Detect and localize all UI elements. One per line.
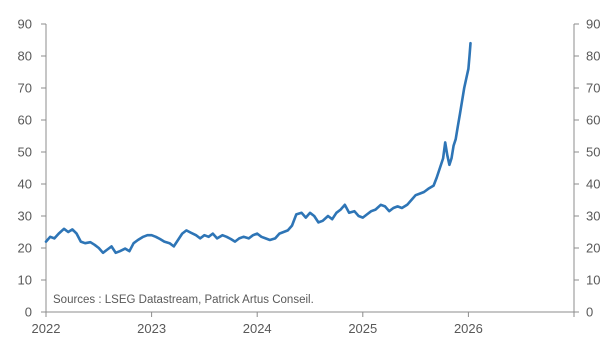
left-y-tick-label: 70 (18, 81, 32, 96)
right-y-tick-label: 20 (586, 241, 600, 256)
right-y-tick-label: 90 (586, 17, 600, 32)
x-tick-label: 2025 (348, 321, 377, 336)
series-line (44, 41, 472, 255)
left-y-tick-label: 20 (18, 241, 32, 256)
right-y-tick-label: 30 (586, 209, 600, 224)
left-y-tick-label: 0 (25, 305, 32, 320)
x-axis-ticks: 2022 2023 2024 2025 2026 (32, 312, 575, 336)
x-tick-label: 2024 (243, 321, 272, 336)
left-y-tick-label: 10 (18, 273, 32, 288)
left-y-tick-label: 50 (18, 145, 32, 160)
left-y-tick-label: 30 (18, 209, 32, 224)
left-y-tick-label: 90 (18, 17, 32, 32)
x-tick-label: 2022 (32, 321, 61, 336)
left-y-tick-label: 40 (18, 177, 32, 192)
left-y-tick-label: 80 (18, 49, 32, 64)
right-y-tick-label: 60 (586, 113, 600, 128)
right-y-tick-label: 80 (586, 49, 600, 64)
x-tick-label: 2023 (137, 321, 166, 336)
right-y-tick-label: 10 (586, 273, 600, 288)
right-y-tick-label: 40 (586, 177, 600, 192)
right-y-tick-label: 70 (586, 81, 600, 96)
right-y-axis-ticks: 0 10 20 30 40 50 60 70 80 90 (574, 17, 600, 320)
right-y-tick-label: 0 (586, 305, 593, 320)
left-y-axis-ticks: 0 10 20 30 40 50 60 70 80 90 (18, 17, 46, 320)
right-y-tick-label: 50 (586, 145, 600, 160)
x-tick-label: 2026 (454, 321, 483, 336)
left-y-tick-label: 60 (18, 113, 32, 128)
source-note: Sources : LSEG Datastream, Patrick Artus… (53, 294, 314, 306)
